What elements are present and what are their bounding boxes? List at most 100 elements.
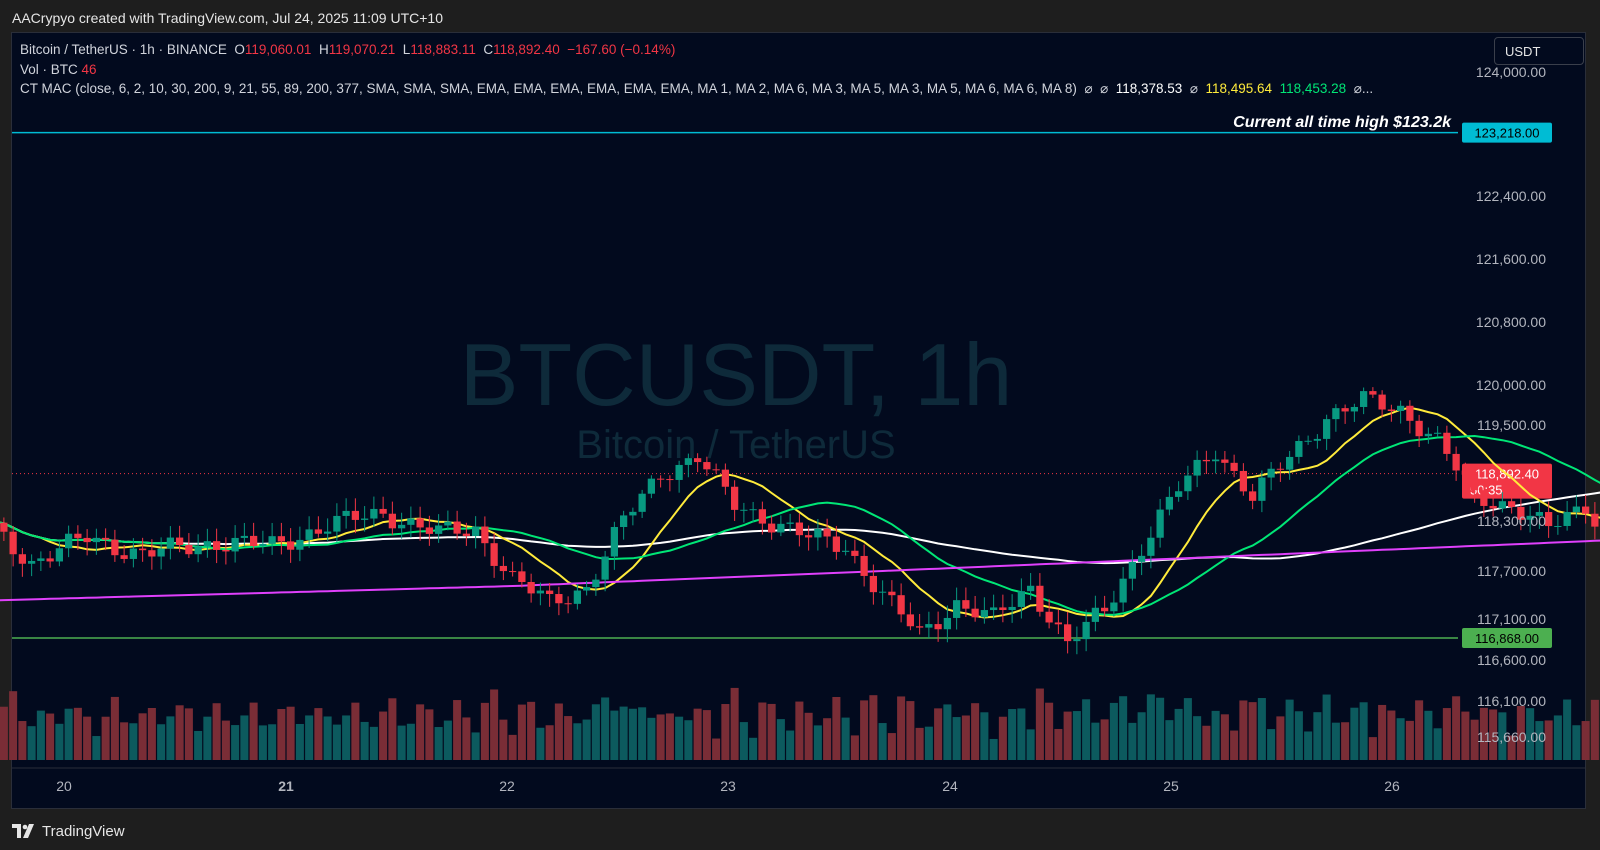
indicator-label[interactable]: CT MAC (close, 6, 2, 10, 30, 200, 9, 21,… xyxy=(20,81,1077,96)
volume-bar xyxy=(1433,728,1442,760)
candle-body xyxy=(1101,607,1109,612)
time-tick-label: 24 xyxy=(942,778,958,794)
candle-body xyxy=(1480,490,1488,506)
volume-bar xyxy=(221,720,230,760)
volume-bar xyxy=(591,704,600,760)
candle-body xyxy=(83,537,91,543)
indicator-row[interactable]: CT MAC (close, 6, 2, 10, 30, 200, 9, 21,… xyxy=(20,79,1373,99)
volume-bar xyxy=(1211,710,1220,760)
volume-bar xyxy=(147,707,156,760)
candle-body xyxy=(203,541,211,547)
volume-bar xyxy=(194,730,203,760)
volume-bar xyxy=(1378,704,1387,760)
close-value: 118,892.40 xyxy=(493,42,560,57)
candle-body xyxy=(953,600,961,618)
candle-body xyxy=(1286,456,1294,470)
volume-bar xyxy=(92,736,101,760)
volume-bar xyxy=(1322,694,1331,760)
volume-label[interactable]: Vol · BTC xyxy=(20,61,78,77)
candle-body xyxy=(888,591,896,596)
candle-body xyxy=(1387,409,1395,411)
candle-body xyxy=(1341,408,1349,412)
price-axis[interactable]: 124,000.00 122,400.00 121,600.00 120,800.00… xyxy=(1476,64,1546,745)
volume-bar xyxy=(1294,711,1303,760)
volume-bar xyxy=(1137,712,1146,760)
volume-bar xyxy=(1276,716,1285,760)
time-tick-label: 26 xyxy=(1384,778,1400,794)
volume-bar xyxy=(739,722,748,760)
volume-bar xyxy=(1535,721,1544,760)
volume-bar xyxy=(1202,725,1211,760)
currency-button[interactable]: USDT xyxy=(1494,37,1584,65)
ath-annotation[interactable]: Current all time high $123.2k xyxy=(1233,114,1452,131)
candle-body xyxy=(832,536,840,552)
time-tick-label: 20 xyxy=(56,778,72,794)
volume-bar xyxy=(832,696,841,760)
price-tick-label: 116,600.00 xyxy=(1477,652,1546,668)
candle-body xyxy=(601,556,609,580)
candle-body xyxy=(1295,441,1303,457)
candle-body xyxy=(971,608,979,618)
volume-bar xyxy=(601,697,610,760)
candle-body xyxy=(1110,602,1118,612)
candle-body xyxy=(444,521,452,526)
candle-body xyxy=(1332,408,1340,420)
open-label: O xyxy=(234,42,245,57)
candle-body xyxy=(1508,501,1516,507)
candle-body xyxy=(18,554,26,564)
time-tick-label: 21 xyxy=(278,778,294,794)
volume-bar xyxy=(1405,720,1414,760)
candle-body xyxy=(1064,624,1072,642)
candle-body xyxy=(740,509,748,511)
candle-body xyxy=(472,526,480,536)
symbol-name[interactable]: Bitcoin / TetherUS · 1h · BINANCE xyxy=(20,42,227,57)
volume-bar xyxy=(1193,716,1202,760)
candle-body xyxy=(0,522,8,532)
tradingview-logo[interactable]: TradingView xyxy=(12,823,125,840)
candle-body xyxy=(1554,525,1562,527)
empty-ma-icon: ⌀ xyxy=(1189,81,1198,96)
time-axis[interactable]: 20 21 22 23 24 25 26 xyxy=(12,767,1585,794)
candle-body xyxy=(481,526,489,544)
volume-row[interactable]: Vol · BTC 46 xyxy=(20,60,1373,80)
volume-bar xyxy=(258,725,267,760)
symbol-row[interactable]: Bitcoin / TetherUS · 1h · BINANCE O 119,0… xyxy=(20,40,1373,60)
candle-body xyxy=(647,478,655,494)
candle-body xyxy=(398,524,406,529)
candle-body xyxy=(1461,470,1469,475)
price-tick-label: 115,660.00 xyxy=(1477,729,1546,745)
volume-bar xyxy=(342,715,351,760)
candle-body xyxy=(573,590,581,604)
volume-bar xyxy=(36,710,45,760)
volume-bar xyxy=(1183,698,1192,760)
candle-body xyxy=(1202,459,1210,462)
price-tick-label: 118,300.00 xyxy=(1477,513,1546,529)
volume-bar xyxy=(120,722,129,760)
volume-bar xyxy=(46,713,55,760)
volume-bar xyxy=(582,719,591,760)
candle-body xyxy=(1276,468,1284,470)
volume-bar xyxy=(545,725,554,760)
candle-body xyxy=(287,541,295,550)
volume-bar xyxy=(388,698,397,760)
candle-body xyxy=(546,590,554,595)
candle-body xyxy=(333,515,341,532)
candle-body xyxy=(148,550,156,557)
time-tick-label: 23 xyxy=(720,778,736,794)
candle-body xyxy=(139,548,147,551)
volume-bar xyxy=(1572,725,1581,760)
high-value: 119,070.21 xyxy=(328,42,396,57)
candle-body xyxy=(425,527,433,534)
candle-body xyxy=(610,527,618,557)
candle-body xyxy=(712,469,720,471)
volume-bar xyxy=(1442,708,1451,760)
candle-body xyxy=(1008,606,1016,611)
volume-bar xyxy=(656,714,665,760)
volume-bar xyxy=(610,710,619,760)
empty-ma-icon: ⌀ xyxy=(1084,81,1093,96)
more-values-icon: ⌀... xyxy=(1353,81,1374,96)
candle-body xyxy=(583,587,591,591)
volume-bar xyxy=(897,696,906,760)
